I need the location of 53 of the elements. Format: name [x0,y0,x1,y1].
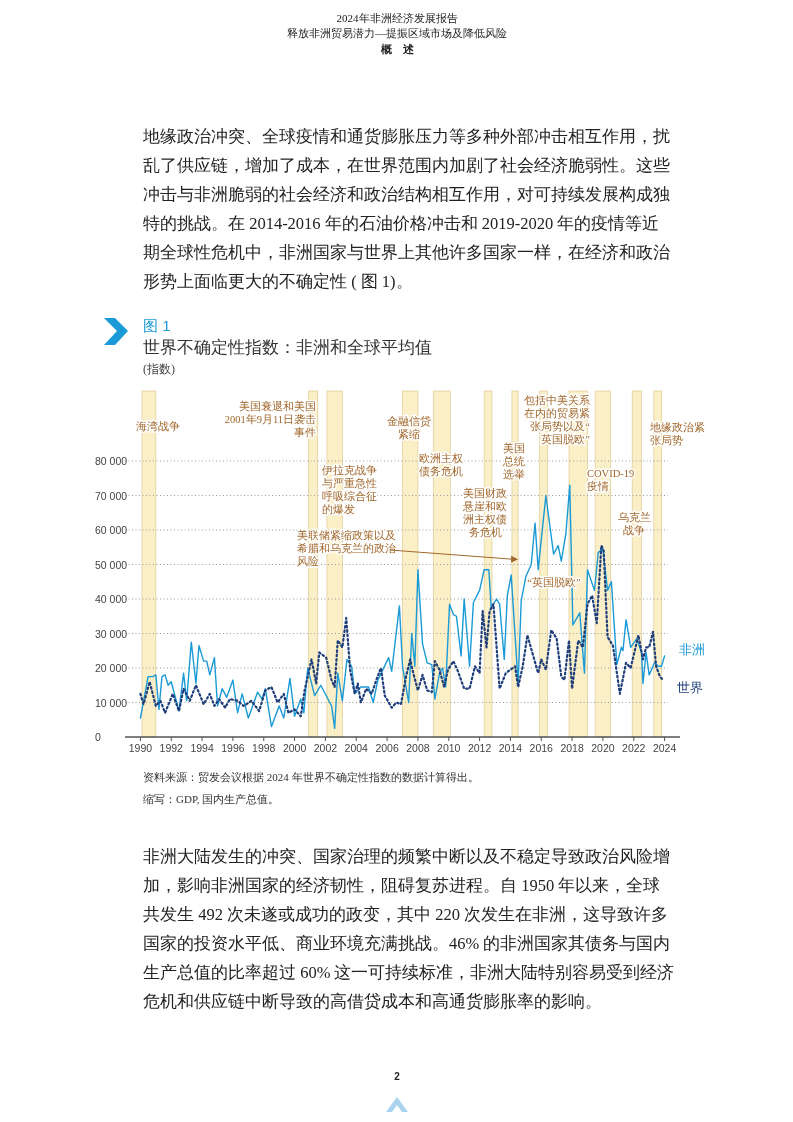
text: 非洲大陆发生的冲突、国家治理的频繁中断以及不稳定导致政治风险增加，影响非洲国家的经济韧性，阻碍复苏进程。自 1950 年以来，全球共发生 492 次未遂或成功的政变，其中 220 次发生在非洲，这导致许多国家的投资水平低、商业环境充满挑战。46% 的非洲国家其债务与国内生产总值的比率超过 60% 这一可持续标准，非洲大陆特别容易受到经济危机和供应链中断导致的高借贷成本和高通货膨胀率的影响。 [143,847,675,1011]
series-label: 非洲 [678,641,705,657]
x-tick-label: 2010 [437,742,461,754]
text: 2 [394,1071,401,1082]
y-tick-label: 50 000 [95,558,128,571]
x-tick-label: 2004 [344,742,369,754]
x-tick-label: 2018 [560,742,584,754]
text: 资料来源：贸发会议根据 2024 年世界不确定性指数的数据计算得出。 [143,771,479,783]
y-tick-label: 20 000 [95,662,128,674]
x-tick-label: 2008 [406,742,430,754]
x-tick-label: 1994 [190,742,214,754]
annotation: 美联储紧缩政策以及希腊和乌克兰的政治风险 [297,529,396,567]
band-label: 伊拉克战争与严重急性呼吸综合征的爆发 [322,464,377,515]
chart-subtitle: (指数) [143,362,175,376]
caption: 图 1 [143,317,171,334]
text: 地缘政治冲突、全球疫情和通货膨胀压力等多种外部冲击相互作用，扰乱了供应链，增加了成本，在世界范围内加剧了社会经济脆弱性。这些冲击与非洲脆弱的社会经济和政治结构相互作用，对可持续发展构成独特的挑战。在 2014-2016 年的石油价格冲击和 2019-2020 年的疫情等近期全球性危机中，非洲国家与世界上其他许多国家一样，在经济和政治形势上面临更大的不确定性 ( 图 1)。 [142,127,670,291]
band-label: 美国财政悬崖和欧洲主权债务危机 [462,487,507,538]
x-tick-label: 2012 [467,742,492,754]
band-label: 欧洲主权债务危机 [419,452,463,477]
y-tick-label: 70 000 [95,489,128,502]
text: 缩写：GDP, 国内生产总值。 [143,793,280,805]
x-tick-label: 1992 [159,742,184,754]
y-tick-label: 40 000 [95,593,128,605]
x-tick-label: 2002 [313,742,338,754]
text: 概 述 [379,43,415,55]
band-label: 美国衰退和美国2001年9月11日袭击事件 [224,400,316,438]
series-label: 世界 [677,680,704,696]
band-label: 美国总统选举 [502,442,525,480]
band-label: 海湾战争 [136,420,180,432]
y-tick-label: 60 000 [95,524,128,536]
x-tick-label: 1990 [128,742,153,754]
x-tick-label: 2016 [529,742,554,754]
x-tick-label: 2006 [375,742,399,754]
x-tick-label: 2024 [652,742,677,754]
text: 释放非洲贸易潜力—提振区域市场及降低风险 [287,27,507,39]
band-label: 地缘政治紧张局势 [649,421,705,446]
band-label: 包括中美关系在内的贸易紧张局势以及“英国脱欧” [524,394,591,445]
y-tick-label: 30 000 [95,627,128,640]
band-label: COVID-19疫情 [587,468,635,492]
line-series [139,544,665,718]
band-label: 乌克兰战争 [617,511,651,536]
x-tick-label: 2014 [498,742,523,754]
band-label: 金融信贷紧缩 [387,415,431,440]
text: 2024年非洲经济发展报告 [336,12,458,24]
x-tick-label: 2020 [591,742,615,754]
y-tick-label: 10 000 [95,696,128,709]
x-tick-label: 1996 [221,742,245,754]
chart-title: 世界不确定性指数：非洲和全球平均值 [143,338,432,357]
x-tick-label: 2000 [282,742,307,754]
y-tick-label: 80 000 [95,455,128,467]
y-tick-label: 0 [95,731,101,743]
x-tick-label: 2022 [622,742,646,754]
x-tick-label: 1998 [252,742,276,754]
